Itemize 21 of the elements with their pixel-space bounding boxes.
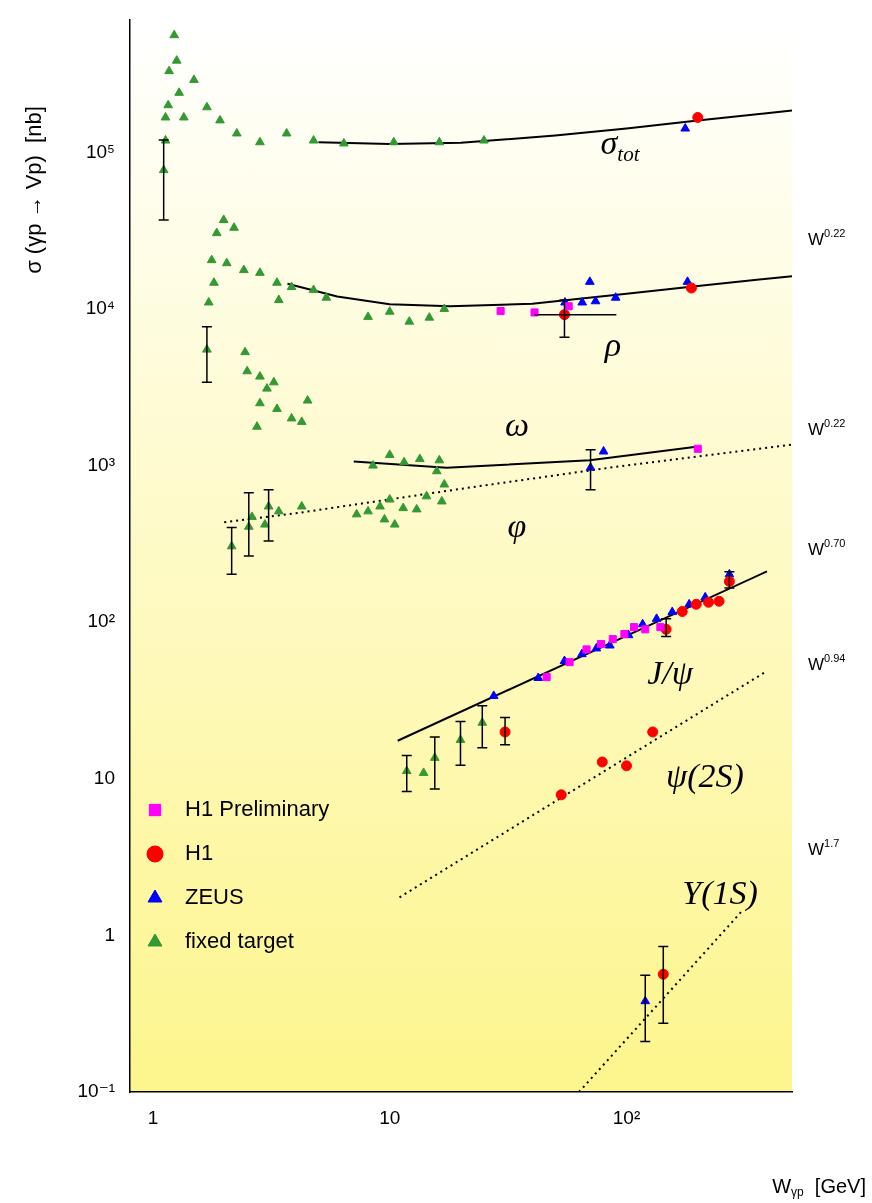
annotation: ω: [505, 405, 530, 443]
y-tick-label: 10: [93, 767, 115, 789]
y-tick-label: 1: [104, 923, 115, 945]
annotation: Υ(1S): [682, 873, 758, 912]
y-tick-label: 10⁵: [85, 140, 115, 162]
legend-label: fixed target: [185, 928, 294, 954]
y-tick-label: 10³: [87, 453, 115, 475]
y-tick-label: 10⁻¹: [77, 1080, 115, 1102]
annotation: ψ(2S): [666, 756, 744, 795]
y-tick-label: 10⁴: [85, 297, 115, 319]
y-axis-title: σ (γp → Vp) [nb]: [21, 106, 47, 274]
x-tick-label: 10²: [612, 1106, 641, 1128]
x-tick-label: 1: [147, 1106, 159, 1128]
annotation: J/ψ: [647, 653, 694, 691]
annotation: ρ: [603, 325, 622, 363]
legend-label: H1: [185, 840, 214, 866]
annotation: φ: [507, 506, 527, 544]
x-tick-label: 10: [379, 1106, 401, 1128]
y-tick-label: 10²: [87, 610, 115, 632]
legend-label: ZEUS: [185, 884, 244, 910]
legend-label: H1 Preliminary: [185, 796, 330, 822]
